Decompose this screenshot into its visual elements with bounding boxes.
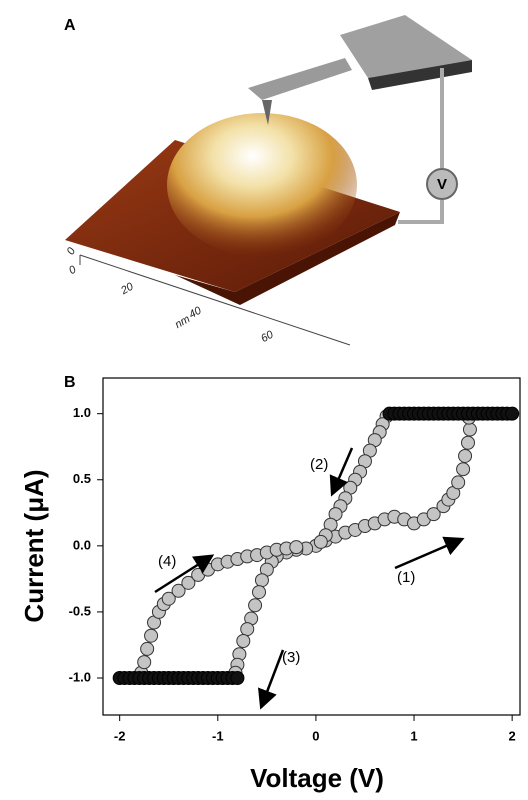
annotation: (3) <box>282 649 300 666</box>
x-tick-label: 0 <box>312 728 319 743</box>
scale-label: 60 <box>259 328 276 345</box>
point <box>314 535 327 548</box>
panel-label: B <box>64 374 76 391</box>
peak <box>167 113 357 257</box>
annotation-arrow <box>395 540 460 568</box>
x-axis-label: Voltage (V) <box>250 763 384 793</box>
point <box>253 586 266 599</box>
x-tick-label: -2 <box>114 728 126 743</box>
scale-label: 0 <box>65 245 79 257</box>
point <box>457 463 470 476</box>
y-axis-label: Current (μA) <box>19 469 49 622</box>
point <box>249 599 262 612</box>
y-tick-label: -1.0 <box>69 669 91 684</box>
point <box>231 671 244 684</box>
y-tick-label: 1.0 <box>73 405 91 420</box>
point <box>255 574 268 587</box>
point <box>145 629 158 642</box>
scale-label: 40 <box>187 304 204 321</box>
scale-label: 0 <box>67 263 79 277</box>
point <box>459 449 472 462</box>
point <box>141 642 154 655</box>
cantilever <box>248 58 352 100</box>
y-tick-label: -0.5 <box>69 603 91 618</box>
annotation: (2) <box>310 456 328 473</box>
wire <box>398 200 442 222</box>
x-tick-label: -1 <box>212 728 224 743</box>
point <box>461 436 474 449</box>
meter-label: V <box>437 176 447 193</box>
annotation-arrow <box>262 650 283 705</box>
figure: A V 0 0 20 40 nm 60 B Voltage (V) Curren… <box>0 0 528 800</box>
point <box>452 476 465 489</box>
point <box>506 407 519 420</box>
point <box>241 623 254 636</box>
point <box>138 656 151 669</box>
x-tick-label: 2 <box>509 728 516 743</box>
x-tick-label: 1 <box>410 728 417 743</box>
scale-label: 20 <box>118 280 136 297</box>
point <box>463 423 476 436</box>
point <box>290 541 303 554</box>
annotation: (1) <box>397 569 415 586</box>
annotation: (4) <box>158 553 176 570</box>
y-tick-label: 0.5 <box>73 471 91 486</box>
y-tick-label: 0.0 <box>73 537 91 552</box>
page: A V 0 0 20 40 nm 60 B Voltage (V) Curren… <box>0 0 528 800</box>
panel-label: A <box>64 17 76 34</box>
point <box>237 634 250 647</box>
